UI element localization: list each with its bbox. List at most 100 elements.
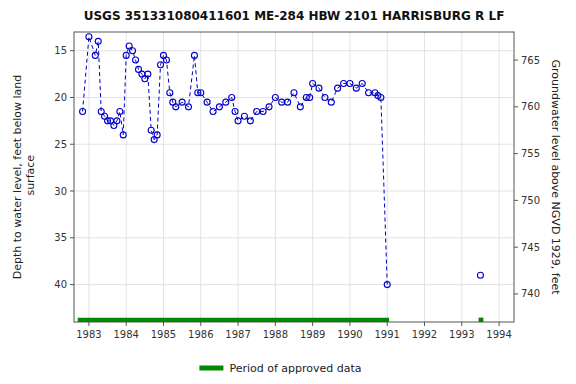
point bbox=[179, 99, 185, 105]
grid-line bbox=[74, 144, 514, 145]
grid-line bbox=[461, 32, 462, 322]
grid-line bbox=[275, 32, 276, 322]
grid-line bbox=[424, 32, 425, 322]
point bbox=[173, 104, 179, 110]
point bbox=[148, 127, 154, 133]
point bbox=[285, 99, 291, 105]
x-tick bbox=[275, 322, 276, 326]
grid-line bbox=[499, 32, 500, 322]
point bbox=[158, 62, 164, 68]
y-tick-label: 30 bbox=[54, 186, 67, 197]
x-tick bbox=[163, 322, 164, 326]
x-tick-label: 1990 bbox=[337, 329, 362, 340]
y-tick bbox=[70, 191, 74, 192]
page: {"chart_data": { "type": "line", "title"… bbox=[0, 0, 576, 384]
x-tick bbox=[238, 322, 239, 326]
legend: Period of approved data bbox=[199, 362, 361, 375]
x-tick bbox=[200, 322, 201, 326]
point bbox=[477, 272, 483, 278]
y2-axis-label: Groundwater level above NGVD 1929, feet bbox=[549, 59, 562, 295]
series-line bbox=[83, 37, 388, 285]
x-tick bbox=[461, 322, 462, 326]
point bbox=[247, 118, 253, 124]
y2-tick bbox=[514, 200, 518, 201]
x-tick-label: 1985 bbox=[151, 329, 176, 340]
y2-tick bbox=[514, 153, 518, 154]
x-tick-label: 1994 bbox=[486, 329, 511, 340]
point bbox=[130, 48, 136, 54]
y2-tick bbox=[514, 293, 518, 294]
y2-tick-label: 755 bbox=[521, 148, 540, 159]
point bbox=[92, 52, 98, 58]
grid-line bbox=[74, 50, 514, 51]
x-tick bbox=[424, 322, 425, 326]
point bbox=[185, 104, 191, 110]
grid-line bbox=[74, 237, 514, 238]
x-tick bbox=[349, 322, 350, 326]
x-tick-label: 1993 bbox=[449, 329, 474, 340]
background bbox=[0, 0, 576, 384]
point bbox=[366, 90, 372, 96]
point bbox=[216, 104, 222, 110]
point bbox=[229, 94, 235, 100]
title: USGS 351331080411601 ME-284 HBW 2101 HAR… bbox=[84, 9, 505, 23]
point bbox=[204, 99, 210, 105]
y2-tick-label: 745 bbox=[521, 242, 540, 253]
point bbox=[316, 85, 322, 91]
legend-swatch bbox=[199, 366, 223, 371]
grid-line bbox=[387, 32, 388, 322]
x-tick-label: 1984 bbox=[113, 329, 138, 340]
point bbox=[384, 282, 390, 288]
x-tick bbox=[387, 322, 388, 326]
point bbox=[223, 99, 229, 105]
grid-line bbox=[74, 284, 514, 285]
chart: 1983198419851986198719881989199019911992… bbox=[0, 0, 576, 384]
point bbox=[120, 132, 126, 138]
x-tick-label: 1992 bbox=[412, 329, 437, 340]
point bbox=[117, 109, 123, 115]
grid-line bbox=[349, 32, 350, 322]
y-tick-label: 35 bbox=[54, 232, 67, 243]
point bbox=[80, 109, 86, 115]
label-line: Groundwater level above NGVD 1929, feet bbox=[549, 59, 562, 295]
point bbox=[198, 90, 204, 96]
point bbox=[310, 80, 316, 86]
point bbox=[133, 57, 139, 63]
point bbox=[341, 80, 347, 86]
y-tick-label: 20 bbox=[54, 92, 67, 103]
point bbox=[359, 80, 365, 86]
point bbox=[335, 85, 341, 91]
point bbox=[353, 85, 359, 91]
grid-line bbox=[74, 191, 514, 192]
point bbox=[347, 80, 353, 86]
point bbox=[123, 52, 129, 58]
x-tick-label: 1987 bbox=[225, 329, 250, 340]
label-line: Depth to water level, feet below land bbox=[11, 75, 24, 280]
point bbox=[378, 94, 384, 100]
point bbox=[297, 104, 303, 110]
grid-line bbox=[163, 32, 164, 322]
y2-tick bbox=[514, 106, 518, 107]
x-tick-label: 1983 bbox=[76, 329, 101, 340]
y2-tick bbox=[514, 247, 518, 248]
y-tick bbox=[70, 284, 74, 285]
point bbox=[167, 90, 173, 96]
plot-frame bbox=[74, 32, 514, 322]
point bbox=[191, 52, 197, 58]
point bbox=[291, 90, 297, 96]
x-tick-label: 1991 bbox=[374, 329, 399, 340]
point bbox=[210, 109, 216, 115]
x-tick bbox=[88, 322, 89, 326]
point bbox=[95, 38, 101, 44]
y2-tick-label: 765 bbox=[521, 55, 540, 66]
y2-tick bbox=[514, 60, 518, 61]
point bbox=[322, 94, 328, 100]
point bbox=[328, 99, 334, 105]
y2-tick-label: 760 bbox=[521, 101, 540, 112]
grid-line bbox=[88, 32, 89, 322]
y-tick-label: 15 bbox=[54, 45, 67, 56]
approved-period bbox=[479, 318, 484, 322]
label-line: surface bbox=[24, 155, 37, 199]
y-tick-label: 25 bbox=[54, 139, 67, 150]
grid-line bbox=[312, 32, 313, 322]
